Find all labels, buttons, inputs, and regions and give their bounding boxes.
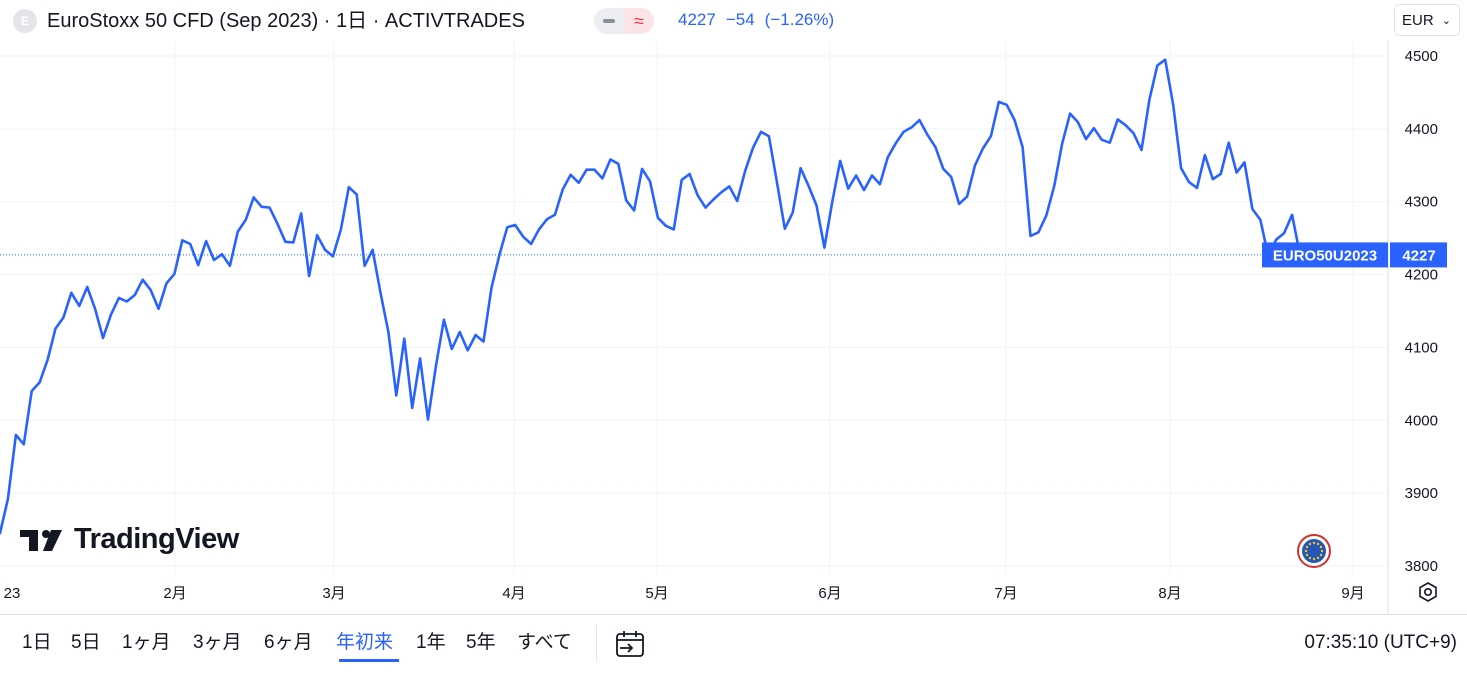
price-change-percent: (−1.26%) <box>764 10 835 29</box>
x-tick-label: 4月 <box>502 585 525 602</box>
range-1m-button[interactable]: 1ヶ月 <box>122 632 171 653</box>
tradingview-logo[interactable]: TradingView <box>18 522 239 558</box>
time-axis[interactable]: 23 2月 3月 4月 5月 6月 7月 8月 9月 <box>4 585 1365 602</box>
x-tick-label: 6月 <box>818 585 841 602</box>
y-tick-label: 4200 <box>1405 267 1438 284</box>
x-tick-label: 3月 <box>322 585 345 602</box>
range-1d-button[interactable]: 1日 <box>22 632 52 653</box>
symbol-label: EURO50U2023 <box>1273 247 1377 264</box>
symbol-title[interactable]: EuroStoxx 50 CFD (Sep 2023) · 1日 · ACTIV… <box>47 10 525 32</box>
y-tick-label: 4100 <box>1405 339 1438 356</box>
currency-label: EUR <box>1402 12 1434 29</box>
symbol-label-bg <box>1262 242 1388 268</box>
market-closed-icon[interactable] <box>594 8 624 34</box>
last-value-label-bg <box>1390 242 1447 268</box>
tradingview-logo-icon <box>20 530 62 551</box>
series-line-euro50 <box>0 58 1302 535</box>
range-5d-button[interactable]: 5日 <box>71 632 101 653</box>
y-tick-label: 4500 <box>1405 48 1438 65</box>
price-change: −54 <box>725 10 755 29</box>
x-tick-label: 2月 <box>163 585 186 602</box>
price-chart[interactable]: 3800 3900 4000 4100 4200 4300 4400 4500 23 2月 3月 4… <box>0 40 1467 614</box>
chevron-down-icon: ⌄ <box>1441 15 1451 27</box>
range-1y-button[interactable]: 1年 <box>416 632 446 653</box>
range-5y-button[interactable]: 5年 <box>466 632 496 653</box>
last-price-label: EURO50U2023 4227 <box>1262 242 1447 268</box>
currency-select[interactable]: EUR ⌄ <box>1394 4 1460 36</box>
y-tick-label: 4000 <box>1405 412 1438 429</box>
range-3m-button[interactable]: 3ヶ月 <box>193 632 242 653</box>
x-tick-label: 7月 <box>994 585 1017 602</box>
eu-flag-icon <box>1297 534 1331 568</box>
last-value-label: 4227 <box>1402 247 1435 264</box>
clock-timezone[interactable]: 07:35:10 (UTC+9) <box>1304 632 1457 653</box>
chart-grid <box>0 40 1388 574</box>
last-price: 4227 <box>678 10 716 29</box>
chart-header: E EuroStoxx 50 CFD (Sep 2023) · 1日 · ACT… <box>0 0 1467 42</box>
market-status-pill[interactable]: ≈ <box>594 8 654 34</box>
x-tick-label: 9月 <box>1341 585 1364 602</box>
y-tick-label: 4400 <box>1405 121 1438 138</box>
x-tick-label: 8月 <box>1158 585 1181 602</box>
price-quote: 4227 −54 (−1.26%) <box>678 10 844 30</box>
go-to-date-icon[interactable] <box>614 629 646 659</box>
y-tick-label: 4300 <box>1405 194 1438 211</box>
y-tick-label: 3900 <box>1405 485 1438 502</box>
symbol-logo-icon[interactable]: E <box>13 9 37 33</box>
range-6m-button[interactable]: 6ヶ月 <box>264 632 313 653</box>
price-axis[interactable]: 3800 3900 4000 4100 4200 4300 4400 4500 <box>1405 48 1438 575</box>
time-axis-settings-icon[interactable] <box>1419 582 1437 602</box>
y-tick-label: 3800 <box>1405 558 1438 575</box>
toolbar-divider <box>596 625 597 661</box>
x-tick-label: 23 <box>4 585 21 602</box>
range-ytd-button[interactable]: 年初来 <box>336 632 394 653</box>
range-toolbar: 1日 5日 1ヶ月 3ヶ月 6ヶ月 年初来 1年 5年 すべて 07:35:10… <box>0 614 1467 674</box>
tradingview-wordmark: TradingView <box>74 523 239 555</box>
range-all-button[interactable]: すべて <box>517 632 572 653</box>
active-range-indicator <box>339 659 399 662</box>
approximate-icon[interactable]: ≈ <box>624 8 654 34</box>
x-tick-label: 5月 <box>645 585 668 602</box>
